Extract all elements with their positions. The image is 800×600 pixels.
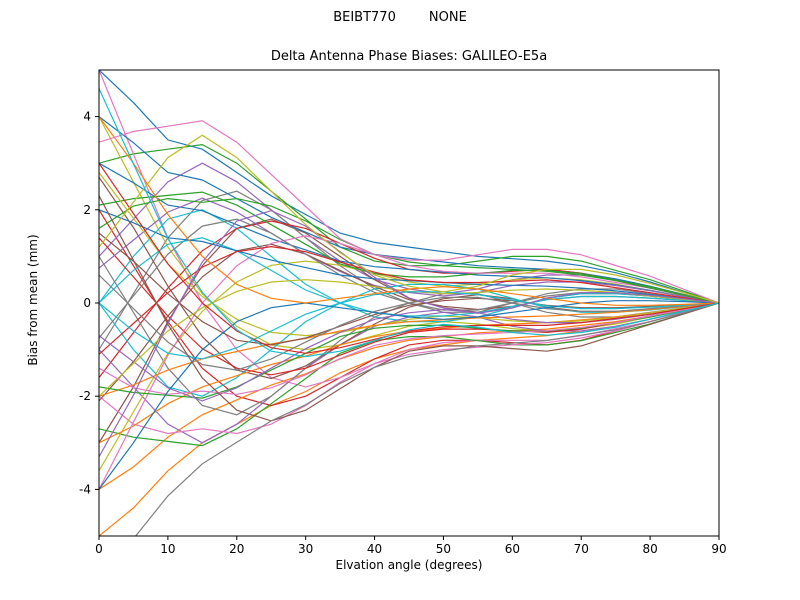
series-line [99, 197, 719, 304]
series-line [99, 302, 719, 490]
series-line [99, 243, 719, 402]
series-line [99, 237, 719, 317]
series-line [134, 302, 719, 536]
series-line [99, 300, 719, 490]
x-tick-label: 40 [367, 542, 382, 556]
y-axis-label: Bias from mean (mm) [26, 234, 40, 366]
y-tick-label: 0 [83, 296, 91, 310]
series-line [99, 120, 719, 304]
x-tick-label: 20 [229, 542, 244, 556]
x-tick-label: 90 [711, 542, 726, 556]
series-line [99, 162, 719, 354]
series-line [99, 88, 719, 358]
plot-suptitle: BEIBT770 NONE [333, 10, 467, 25]
series-line [99, 116, 719, 351]
y-tick-label: 4 [83, 110, 91, 124]
series-line [99, 210, 719, 458]
x-tick-label: 60 [505, 542, 520, 556]
series-line [99, 302, 719, 536]
series-line [99, 116, 719, 304]
series-line [99, 116, 719, 306]
series-line [99, 162, 719, 304]
series-line [99, 197, 719, 304]
plot-title: Delta Antenna Phase Biases: GALILEO-E5a [270, 49, 548, 64]
y-tick-label: -4 [79, 482, 91, 496]
series-line [99, 302, 719, 395]
series-line [99, 260, 719, 472]
y-tick-label: 2 [83, 203, 91, 217]
x-tick-label: 0 [95, 542, 103, 556]
series-line [99, 209, 719, 304]
series-line [99, 245, 719, 355]
series-line [99, 195, 719, 422]
x-tick-label: 10 [160, 542, 175, 556]
x-tick-label: 50 [436, 542, 451, 556]
series-line [99, 274, 719, 371]
x-axis-label: Elvation angle (degrees) [335, 558, 483, 572]
series-line [99, 232, 719, 346]
series-line [99, 302, 719, 402]
series-line [99, 172, 719, 337]
x-tick-label: 70 [574, 542, 589, 556]
series-line [99, 302, 719, 447]
series-line [99, 291, 719, 360]
series-line [99, 70, 719, 304]
y-tick-label: -2 [79, 389, 91, 403]
x-tick-label: 30 [298, 542, 313, 556]
series-line [99, 134, 719, 304]
x-tick-label: 80 [642, 542, 657, 556]
series-line [99, 302, 719, 435]
